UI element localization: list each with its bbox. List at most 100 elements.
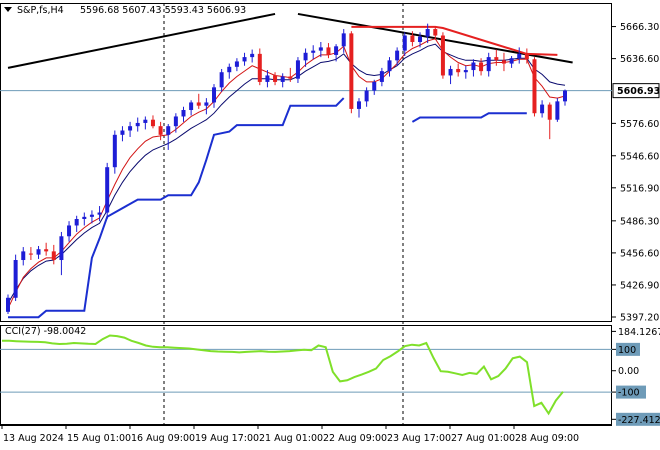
candle-up — [341, 33, 346, 47]
candle-up — [89, 214, 94, 217]
candle-up — [448, 68, 453, 76]
candle-down — [273, 75, 278, 82]
candle-down — [524, 53, 529, 60]
candle-up — [181, 109, 186, 117]
candle-up — [67, 225, 72, 237]
time-tick-label: 23 Aug 17:00 — [387, 433, 451, 444]
candle-up — [36, 249, 41, 255]
candle-up — [418, 36, 423, 42]
candle-up — [166, 126, 171, 135]
candle-up — [212, 87, 217, 103]
candle-up — [471, 62, 476, 71]
price-tick-label: 5397.20 — [620, 313, 659, 324]
lower-band-line — [8, 97, 345, 319]
candle-up — [295, 60, 300, 79]
cci-tick-highlight — [616, 385, 646, 399]
candle-up — [311, 50, 316, 53]
candle-up — [280, 76, 285, 82]
candle-up — [105, 167, 110, 213]
candle-up — [387, 60, 392, 72]
candle-up — [318, 47, 323, 51]
collapse-triangle-icon[interactable] — [4, 7, 12, 12]
price-tick-label: 5666.30 — [620, 22, 659, 33]
ohlc-readout: 5596.68 5607.43 5593.43 5606.93 — [80, 5, 246, 16]
candle-down — [410, 35, 415, 42]
price-tick-label: 5546.60 — [620, 151, 659, 162]
candle-down — [433, 29, 438, 36]
cci-tick-label: -227.4128 — [618, 415, 660, 426]
upper-band-line — [351, 25, 558, 56]
cci-tick-label: -100 — [618, 388, 640, 399]
lower-band-line — [411, 112, 527, 123]
candle-up — [402, 35, 407, 51]
cci-tick-label: 0.00 — [618, 366, 639, 377]
candle-down — [501, 60, 506, 64]
candle-up — [6, 297, 10, 312]
slow-moving-average — [7, 43, 566, 304]
candle-up — [334, 46, 339, 55]
time-tick-label: 19 Aug 17:00 — [195, 433, 259, 444]
candle-up — [59, 236, 64, 261]
candle-up — [173, 116, 178, 127]
candle-up — [143, 119, 148, 123]
candle-down — [28, 253, 33, 255]
cci-pane-border — [0, 325, 612, 425]
candle-down — [532, 59, 537, 114]
candle-up — [379, 71, 384, 82]
price-tick-label: 5576.60 — [620, 119, 659, 130]
price-tick-label: 5516.90 — [620, 183, 659, 194]
time-tick-label: 21 Aug 01:00 — [259, 433, 323, 444]
candle-down — [440, 35, 445, 76]
time-axis: 13 Aug 2024 15 Aug 01:00 16 Aug 09:00 19 Au… — [0, 425, 612, 444]
time-tick-label: 22 Aug 09:00 — [323, 433, 387, 444]
candle-up — [219, 72, 224, 88]
trendline — [7, 12, 276, 69]
time-tick-label: 16 Aug 09:00 — [131, 433, 195, 444]
candle-down — [349, 33, 354, 109]
candle-down — [326, 47, 331, 55]
candle-down — [479, 62, 484, 72]
candle-down — [158, 126, 163, 135]
candle-up — [395, 50, 400, 61]
candle-up — [555, 101, 560, 120]
price-tick-label: 5456.60 — [620, 248, 659, 259]
candle-up — [425, 29, 430, 37]
candle-up — [74, 219, 79, 226]
candle-up — [82, 216, 87, 220]
candle-up — [517, 53, 522, 59]
price-tick-label: 5636.60 — [620, 54, 659, 65]
candle-up — [364, 90, 369, 102]
cci-tick-highlight — [616, 412, 660, 426]
candle-up — [250, 53, 255, 58]
cci-tick-highlight — [616, 342, 640, 356]
candle-up — [128, 126, 133, 131]
candle-up — [563, 90, 567, 102]
candle-up — [242, 57, 247, 62]
fast-moving-average — [7, 38, 566, 309]
candle-down — [150, 119, 155, 127]
price-pane: 5666.30 5636.60 5576.60 5546.60 5516.90 5486.… — [0, 3, 660, 425]
candle-up — [486, 57, 491, 72]
time-tick-label: 27 Aug 01:00 — [451, 433, 515, 444]
candle-up — [265, 75, 270, 82]
candle-up — [204, 102, 209, 106]
candle-up — [463, 70, 468, 73]
cci-title: CCI(27) -98.0042 — [5, 326, 86, 337]
cci-tick-label: 100 — [618, 345, 636, 356]
price-pane-border — [0, 3, 612, 322]
candle-up — [120, 130, 125, 135]
candle-up — [13, 260, 18, 298]
candle-up — [227, 66, 232, 73]
candle-down — [196, 102, 201, 106]
candle-up — [189, 102, 194, 110]
cci-pane: 184.1267 100 0.00 -100 -227.4128 — [0, 325, 660, 426]
cci-tick-label: 184.1267 — [618, 327, 660, 338]
candle-down — [288, 76, 293, 79]
time-tick-label: 28 Aug 09:00 — [515, 433, 579, 444]
candle-down — [51, 251, 56, 261]
candle-up — [356, 101, 361, 109]
candle-up — [21, 251, 26, 261]
candle-down — [456, 68, 461, 73]
cci-line — [2, 334, 564, 416]
